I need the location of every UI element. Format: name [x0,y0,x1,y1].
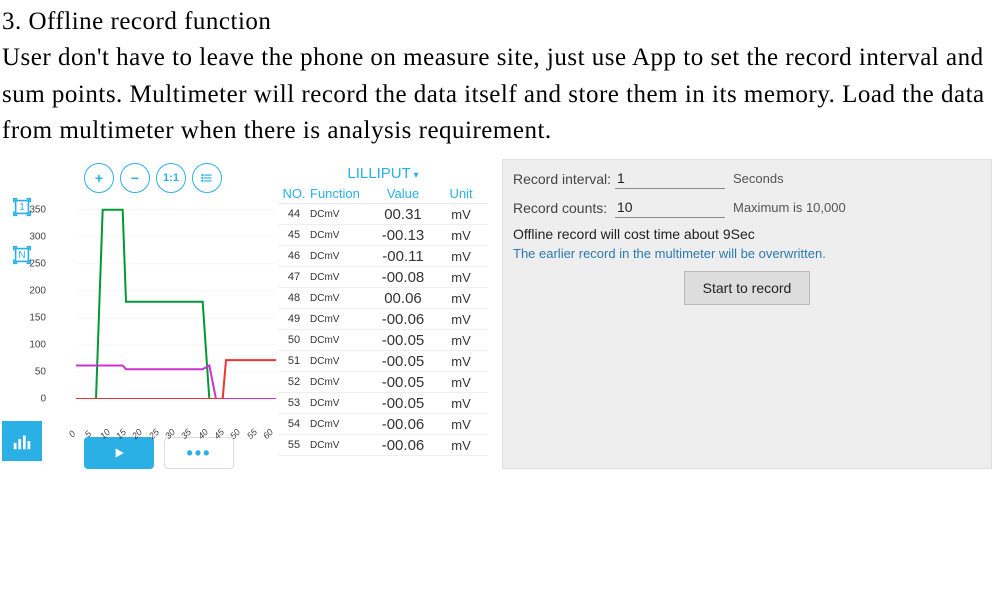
cell-unit: mV [438,396,484,411]
chart-toolbar: + − 1:1 [42,159,278,197]
cell-func: DCmV [310,335,368,346]
chart-area: + − 1:1 050100150200250300350 0510152025… [42,159,278,469]
table-row[interactable]: 47DCmV-00.08mV [278,267,488,288]
record-settings-panel: Record interval: Seconds Record counts: … [502,159,992,469]
table-row[interactable]: 51DCmV-00.05mV [278,351,488,372]
cell-func: DCmV [310,419,368,430]
start-record-button[interactable]: Start to record [684,271,811,305]
offline-time-msg: Offline record will cost time about 9Sec [513,226,981,242]
cell-value: -00.06 [368,437,438,454]
cell-func: DCmV [310,398,368,409]
cell-value: -00.05 [368,353,438,370]
cell-no: 47 [278,271,310,283]
interval-row: Record interval: Seconds [513,168,981,189]
cell-no: 45 [278,229,310,241]
doc-heading: 3. Offline record function [2,4,998,40]
table-header: NO. Function Value Unit [278,184,488,204]
th-func: Function [310,186,368,201]
cell-func: DCmV [310,251,368,262]
screenshots-row: 1 N + − 1:1 050100150200250300350 [0,159,1000,469]
cell-func: DCmV [310,272,368,283]
table-row[interactable]: 53DCmV-00.05mV [278,393,488,414]
table-row[interactable]: 50DCmV-00.05mV [278,330,488,351]
cell-unit: mV [438,417,484,432]
cell-value: -00.11 [368,248,438,265]
interval-input[interactable] [615,168,725,189]
document-text: 3. Offline record function User don't ha… [0,0,1000,159]
counts-row: Record counts: Maximum is 10,000 [513,197,981,218]
cell-func: DCmV [310,314,368,325]
doc-body: User don't have to leave the phone on me… [2,40,998,149]
chart-app-screenshot: 1 N + − 1:1 050100150200250300350 [2,159,488,469]
table-row[interactable]: 48DCmV00.06mV [278,288,488,309]
th-unit: Unit [438,186,484,201]
cell-unit: mV [438,333,484,348]
cell-unit: mV [438,312,484,327]
cell-value: -00.08 [368,269,438,286]
cell-unit: mV [438,375,484,390]
cell-no: 49 [278,313,310,325]
th-no: NO. [278,186,310,201]
cell-func: DCmV [310,230,368,241]
cell-unit: mV [438,228,484,243]
cell-func: DCmV [310,377,368,388]
cell-unit: mV [438,354,484,369]
cell-value: 00.06 [368,290,438,307]
interval-unit: Seconds [733,171,784,186]
table-row[interactable]: 45DCmV-00.13mV [278,225,488,246]
counts-label: Record counts: [513,200,615,216]
table-row[interactable]: 46DCmV-00.11mV [278,246,488,267]
cell-unit: mV [438,207,484,222]
table-row[interactable]: 52DCmV-00.05mV [278,372,488,393]
table-row[interactable]: 44DCmV00.31mV [278,204,488,225]
interval-label: Record interval: [513,171,615,187]
cell-no: 52 [278,376,310,388]
cell-func: DCmV [310,209,368,220]
cell-no: 54 [278,418,310,430]
chart-plot: 050100150200250300350 051015202530354045… [42,197,278,459]
cell-value: -00.05 [368,374,438,391]
cell-no: 50 [278,334,310,346]
fit-button[interactable]: 1:1 [156,163,186,193]
cell-unit: mV [438,249,484,264]
cell-unit: mV [438,291,484,306]
cell-func: DCmV [310,356,368,367]
cell-value: 00.31 [368,206,438,223]
cell-no: 44 [278,208,310,220]
cell-no: 46 [278,250,310,262]
table-body: 44DCmV00.31mV45DCmV-00.13mV46DCmV-00.11m… [278,204,488,456]
cell-value: -00.05 [368,332,438,349]
table-row[interactable]: 49DCmV-00.06mV [278,309,488,330]
cell-value: -00.06 [368,311,438,328]
zoom-in-button[interactable]: + [84,163,114,193]
zoom-out-button[interactable]: − [120,163,150,193]
cell-func: DCmV [310,440,368,451]
data-table: LILLIPUT NO. Function Value Unit 44DCmV0… [278,159,488,469]
table-row[interactable]: 55DCmV-00.06mV [278,435,488,456]
cell-value: -00.06 [368,416,438,433]
cell-unit: mV [438,270,484,285]
cell-no: 51 [278,355,310,367]
th-value: Value [368,186,438,201]
cell-no: 53 [278,397,310,409]
cell-no: 48 [278,292,310,304]
cell-value: -00.05 [368,395,438,412]
table-row[interactable]: 54DCmV-00.06mV [278,414,488,435]
chart-view-icon[interactable] [2,421,42,461]
cell-func: DCmV [310,293,368,304]
overwrite-warning: The earlier record in the multimeter wil… [513,246,981,261]
counts-hint: Maximum is 10,000 [733,200,846,215]
list-button[interactable] [192,163,222,193]
line-chart-svg [76,199,276,399]
cell-unit: mV [438,438,484,453]
counts-input[interactable] [615,197,725,218]
cell-no: 55 [278,439,310,451]
device-dropdown[interactable]: LILLIPUT [278,159,488,184]
cell-value: -00.13 [368,227,438,244]
